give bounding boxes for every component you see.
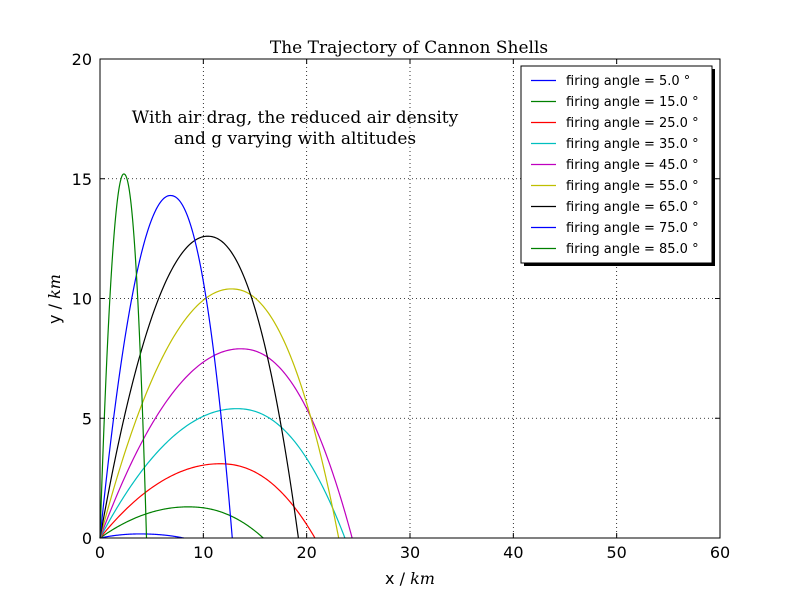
series-group [99, 173, 353, 539]
y-tick-label: 20 [72, 50, 92, 69]
axis-ticks: 0 10 20 30 40 50 60 0 5 10 15 20 [72, 50, 731, 562]
series-line-6 [99, 235, 299, 539]
x-tick-label: 10 [193, 543, 213, 562]
legend-entry: firing angle = 45.0 ° [566, 158, 699, 173]
x-axis-label: x / km [385, 569, 435, 588]
y-tick-label: 5 [82, 409, 92, 428]
series-line-7 [99, 194, 233, 539]
legend-entry: firing angle = 15.0 ° [566, 95, 699, 110]
series-line-4 [99, 348, 353, 539]
legend-entry: firing angle = 55.0 ° [566, 179, 699, 194]
annotation-line-2: and g varying with altitudes [174, 129, 416, 149]
y-tick-label: 10 [72, 290, 92, 309]
series-line-8 [99, 173, 148, 539]
x-tick-label: 40 [503, 543, 523, 562]
x-tick-label: 50 [606, 543, 626, 562]
series-line-2 [99, 463, 316, 539]
x-tick-label: 30 [400, 543, 420, 562]
y-tick-label: 0 [82, 529, 92, 548]
series-line-3 [99, 408, 346, 539]
legend-entry: firing angle = 75.0 ° [566, 221, 699, 236]
x-tick-label: 20 [296, 543, 316, 562]
y-axis-label: y / km [45, 274, 64, 324]
legend-entry: firing angle = 35.0 ° [566, 137, 699, 152]
chart-title: The Trajectory of Cannon Shells [270, 38, 548, 58]
legend-entry: firing angle = 25.0 ° [566, 116, 699, 131]
legend-entry: firing angle = 85.0 ° [566, 242, 699, 257]
series-line-5 [99, 288, 340, 539]
series-line-0 [99, 533, 184, 539]
x-tick-label: 60 [710, 543, 730, 562]
legend-entry: firing angle = 5.0 ° [566, 74, 690, 89]
series-line-1 [99, 506, 264, 539]
x-tick-label: 0 [95, 543, 105, 562]
annotation-line-1: With air drag, the reduced air density [132, 108, 459, 128]
y-tick-label: 15 [72, 170, 92, 189]
legend: firing angle = 5.0 ° firing angle = 15.0 … [520, 65, 715, 266]
legend-entry: firing angle = 65.0 ° [566, 200, 699, 215]
